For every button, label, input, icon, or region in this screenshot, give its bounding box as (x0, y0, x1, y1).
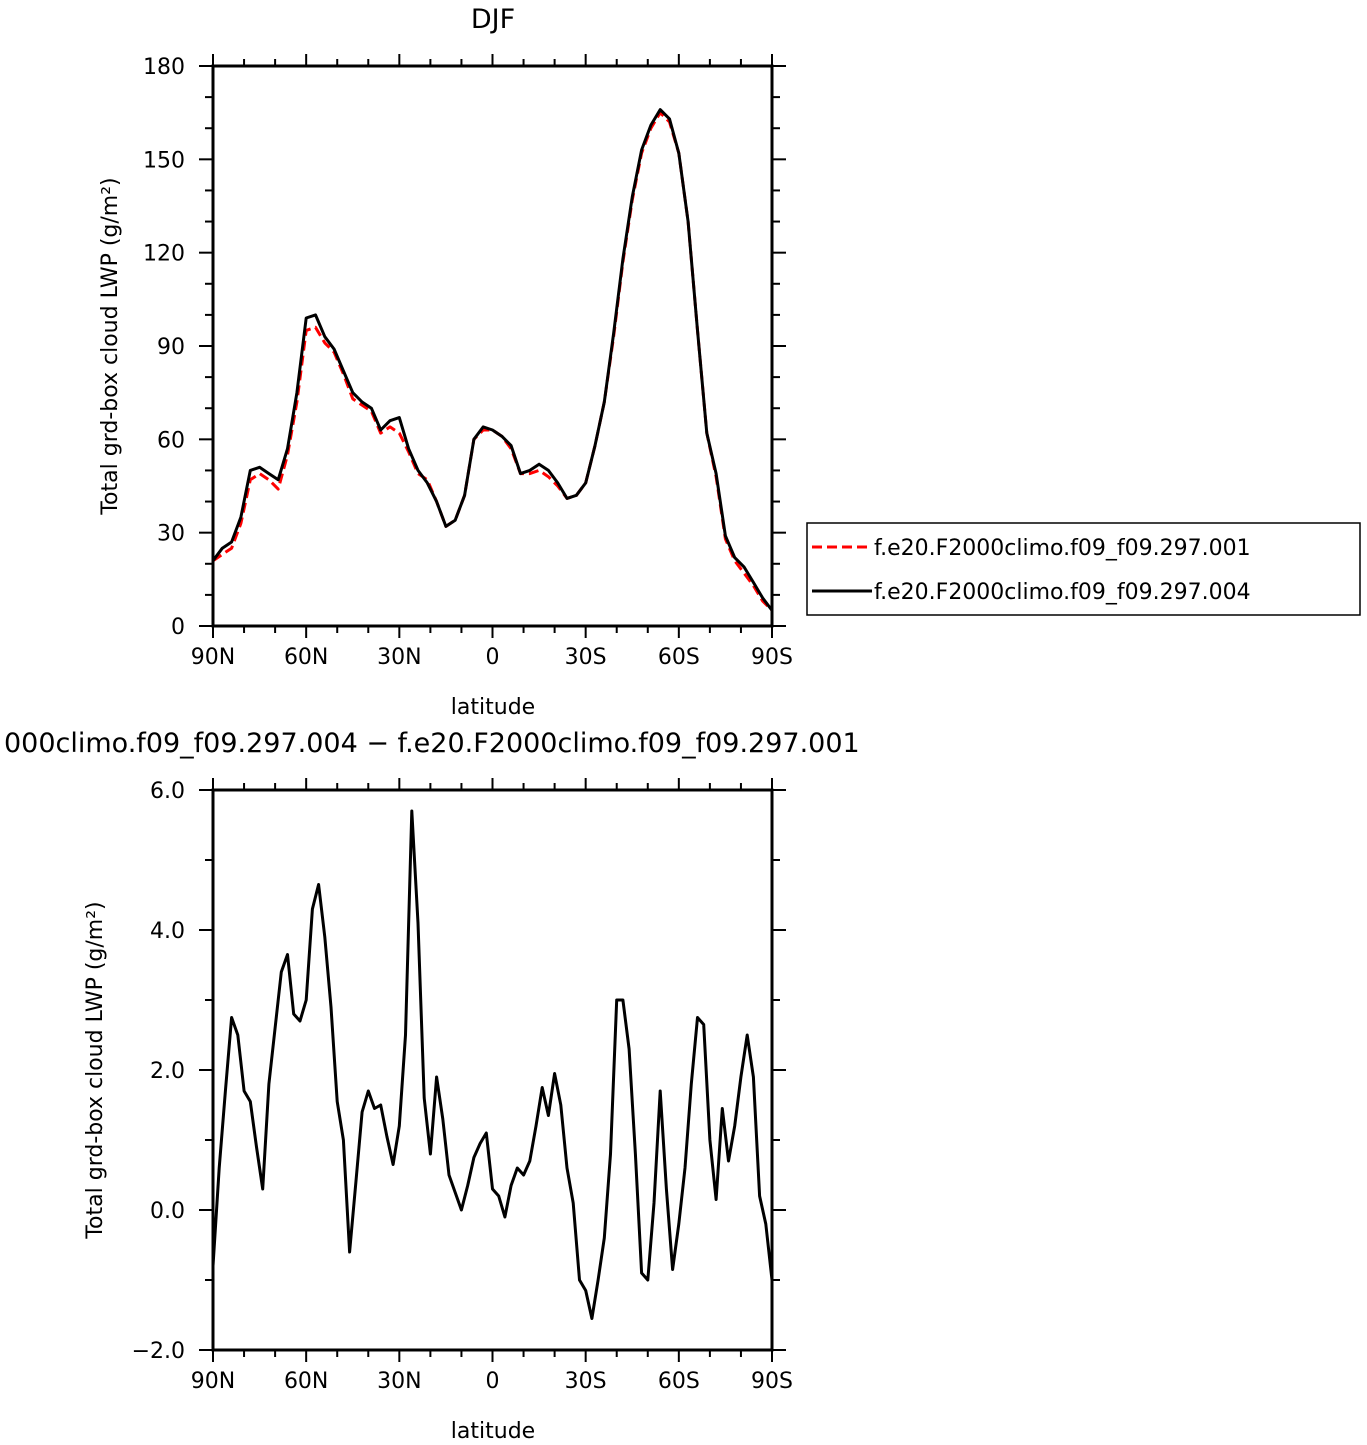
x-tick-label: 90S (751, 645, 793, 670)
x-tick-label: 60N (284, 1369, 328, 1394)
top-y-axis-label: Total grd-box cloud LWP (g/m²) (98, 177, 123, 515)
bottom-chart-lines (211, 809, 774, 1320)
x-tick-label: 90N (191, 1369, 235, 1394)
x-tick-label: 60S (658, 1369, 700, 1394)
x-tick-label: 90N (191, 645, 235, 670)
series-line-2 (211, 108, 774, 612)
y-tick-label: 60 (157, 428, 185, 453)
bottom-x-axis-label: latitude (451, 1419, 535, 1444)
legend: f.e20.F2000climo.f09_f09.297.001 f.e20.F… (806, 522, 1361, 616)
top-chart-tick-labels: 90N 60N 30N 0 30S 60S 90S 0 30 60 90 120 150 180 (143, 55, 793, 670)
top-chart-lines (211, 108, 774, 612)
x-tick-label: 30S (565, 645, 607, 670)
x-tick-label: 30S (565, 1369, 607, 1394)
x-tick-label: 30N (377, 645, 421, 670)
y-tick-label: 0.0 (150, 1199, 185, 1224)
y-tick-label: 30 (157, 522, 185, 547)
legend-label-series-2: f.e20.F2000climo.f09_f09.297.004 (874, 580, 1251, 605)
y-tick-label: 180 (143, 55, 185, 80)
legend-label-series-1: f.e20.F2000climo.f09_f09.297.001 (874, 536, 1251, 561)
x-tick-label: 90S (751, 1369, 793, 1394)
y-tick-label: 150 (143, 148, 185, 173)
x-tick-label: 0 (486, 1369, 500, 1394)
y-tick-label: 120 (143, 242, 185, 267)
x-tick-label: 30N (377, 1369, 421, 1394)
y-tick-label: 90 (157, 335, 185, 360)
bottom-chart-ticks (199, 778, 786, 1362)
y-tick-label: −2.0 (132, 1339, 185, 1364)
x-tick-label: 0 (486, 645, 500, 670)
series-line-1 (212, 111, 774, 612)
series-line-1 (211, 809, 774, 1320)
top-x-axis-label: latitude (451, 695, 535, 720)
bottom-chart-title: 000climo.f09_f09.297.004 − f.e20.F2000cl… (4, 728, 860, 759)
top-chart: DJF 90N 60N 30N 0 30S 60S 90S0306090120150180 … (98, 4, 1361, 720)
bottom-chart-tick-labels: 90N 60N 30N 0 30S 60S 90S −2.0 0.0 2.0 4.0 6.0 (132, 779, 793, 1394)
y-tick-label: 2.0 (150, 1059, 185, 1084)
x-tick-label: 60S (658, 645, 700, 670)
bottom-y-axis-label: Total grd-box cloud LWP (g/m²) (83, 901, 108, 1239)
bottom-chart: 000climo.f09_f09.297.004 − f.e20.F2000cl… (4, 728, 860, 1444)
bottom-plot-frame (211, 788, 774, 1352)
y-tick-label: 0 (171, 615, 185, 640)
y-tick-label: 6.0 (150, 779, 185, 804)
legend-box (806, 522, 1361, 616)
top-chart-title: DJF (471, 4, 515, 35)
y-tick-label: 4.0 (150, 919, 185, 944)
x-tick-label: 60N (284, 645, 328, 670)
top-plot-frame (211, 64, 774, 628)
